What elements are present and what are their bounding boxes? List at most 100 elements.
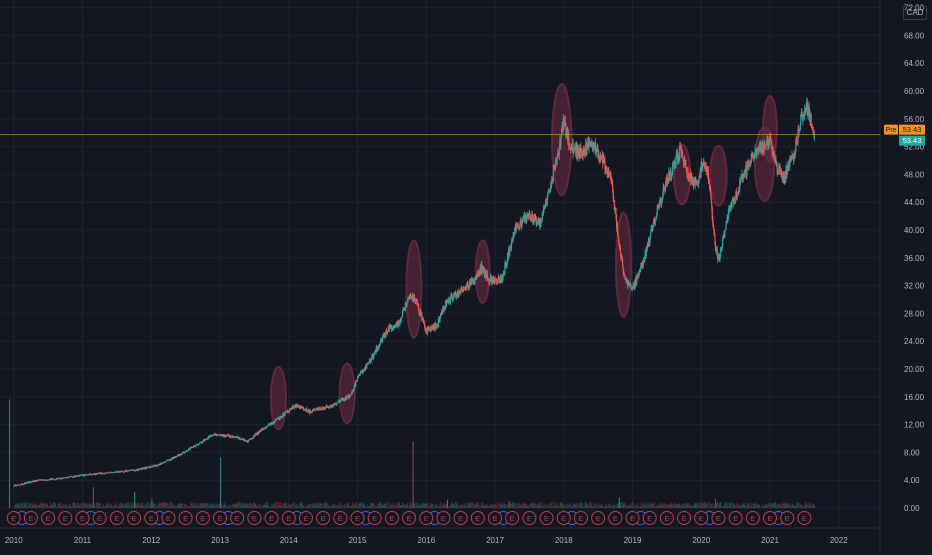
earnings-marker-label: E [475, 514, 480, 523]
candle-body [448, 298, 450, 304]
candle-body [463, 288, 465, 291]
candle-body [416, 301, 419, 306]
candle-body [428, 329, 431, 331]
candle-body [81, 474, 84, 476]
candle-body [474, 277, 476, 279]
volume-bar [385, 503, 386, 508]
candle-body [338, 400, 340, 403]
volume-bar [482, 502, 484, 508]
volume-bar [68, 506, 70, 508]
currency-label[interactable]: CAD [903, 6, 927, 20]
candle-body [592, 142, 595, 147]
candle-body [142, 467, 145, 469]
candle-body [351, 390, 353, 394]
candle-body [461, 288, 463, 290]
candle-body [494, 279, 497, 282]
volume-bar [257, 506, 259, 508]
volume-bar [73, 502, 75, 508]
volume-bar [15, 503, 17, 508]
candle-body [172, 458, 174, 460]
volume-bar [663, 503, 665, 508]
candle-body [14, 485, 16, 487]
volume-bar [245, 505, 247, 508]
volume-bar [499, 505, 501, 508]
candle-body [804, 109, 806, 117]
candle-body [195, 444, 197, 447]
volume-bar [135, 504, 137, 508]
volume-bar [26, 502, 28, 508]
earnings-marker [316, 511, 331, 525]
volume-bar [370, 503, 372, 508]
earnings-marker [608, 511, 623, 525]
earnings-marker-label: E [561, 514, 566, 523]
volume-bar [324, 502, 326, 508]
volume-bar [202, 503, 204, 508]
candle-body [625, 279, 627, 281]
volume-bar [793, 505, 795, 508]
volume-bar [790, 505, 792, 508]
volume-bar [683, 504, 685, 508]
volume-bar [588, 502, 590, 508]
price-axis[interactable]: 0.004.008.0012.0016.0020.0024.0028.0032.… [884, 4, 925, 513]
volume-bar [51, 504, 53, 508]
volume-bar [523, 502, 525, 508]
volume-bar [109, 502, 111, 508]
earnings-marker [144, 511, 159, 525]
candle-body [431, 325, 433, 328]
volume-bar [479, 505, 481, 508]
volume-bar [807, 504, 809, 508]
y-tick-label: 36.00 [904, 254, 925, 263]
volume-bar [82, 502, 84, 508]
candle-body [768, 142, 770, 147]
candle-body [27, 482, 29, 484]
candle-body [593, 144, 596, 150]
volume-bar [620, 502, 622, 508]
volume-bar [751, 502, 753, 508]
volume-bar [808, 503, 810, 508]
earnings-marker [780, 511, 795, 525]
volume-bar [377, 506, 379, 508]
volume-bar [383, 504, 385, 508]
volume-bar [425, 503, 427, 508]
volume-bar [461, 503, 463, 508]
volume-bar [714, 506, 716, 508]
candle-body [458, 292, 460, 297]
y-tick-label: 48.00 [904, 170, 925, 179]
volume-bar [315, 505, 317, 508]
volume-bar [213, 504, 215, 508]
volume-bar [545, 506, 547, 508]
candle-body [343, 400, 345, 401]
candle-body [149, 467, 151, 469]
volume-bar [187, 505, 189, 508]
earnings-marker [247, 511, 262, 525]
volume-bar [718, 505, 720, 508]
volume-bar [422, 502, 424, 508]
volume-bar [568, 504, 570, 508]
volume-bar [205, 502, 207, 508]
candle-body [202, 441, 204, 443]
time-axis[interactable]: 2010 2011 2012 2013 2014 2015 2016 2017 2018 2019… [5, 536, 848, 545]
volume-bar [737, 504, 739, 508]
y-tick-label: 32.00 [904, 282, 925, 291]
volume-bar [478, 504, 480, 508]
volume-bar [90, 503, 92, 508]
volume-bar [427, 502, 429, 508]
candle-body [189, 447, 191, 450]
volume-bar [521, 504, 523, 508]
candle-body [714, 244, 717, 251]
volume-bar [378, 503, 380, 508]
y-tick-label: 68.00 [904, 31, 925, 40]
volume-bar [786, 503, 788, 508]
candle-body [260, 430, 262, 432]
volume-bar [375, 506, 377, 508]
volume-bar [301, 503, 303, 508]
volume-bar [115, 502, 117, 508]
candle-body [563, 118, 565, 121]
volume-bar [611, 505, 613, 508]
candle-body [422, 319, 425, 322]
volume-bar [107, 505, 109, 508]
volume-bar [39, 503, 41, 508]
